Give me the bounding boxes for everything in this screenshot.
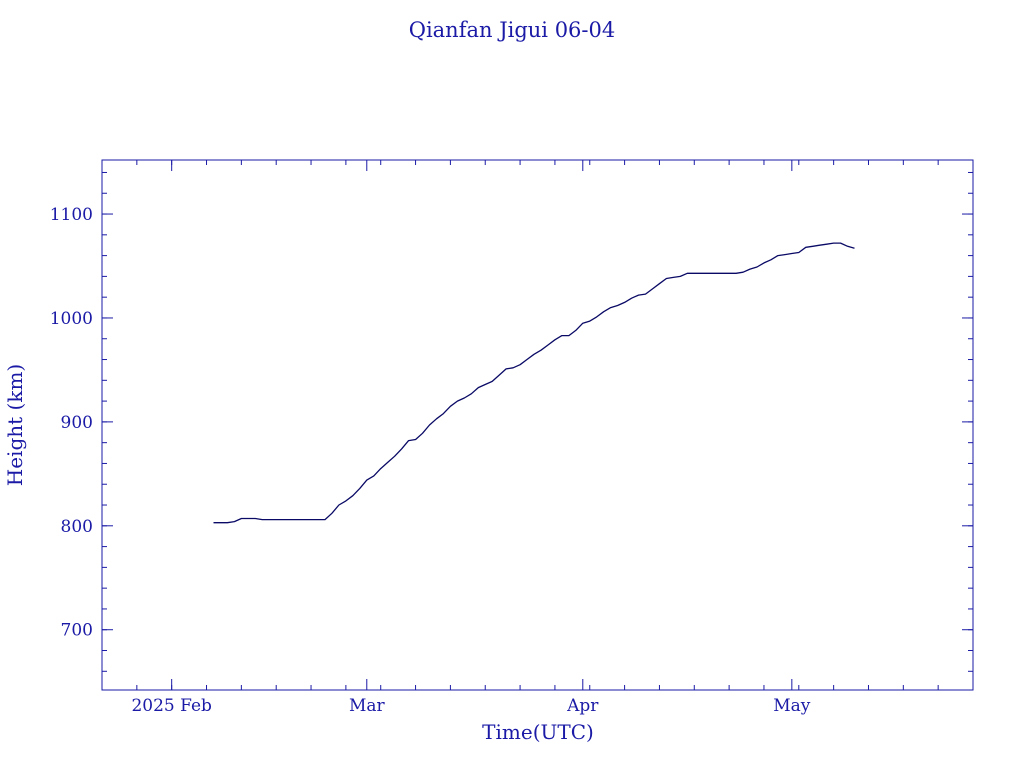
plot-area (213, 242, 855, 524)
axes: 2025 Feb Mar Apr May 700 800 900 1000 1100 (50, 159, 974, 716)
y-tick-label: 700 (61, 621, 93, 641)
chart-title: Qianfan Jigui 06-04 (409, 18, 616, 42)
x-tick-label: Mar (349, 696, 386, 716)
y-axis-label: Height (km) (3, 364, 27, 486)
y-tick-label: 1000 (50, 309, 93, 329)
x-tick-label: Apr (566, 696, 599, 716)
x-tick-label: May (773, 696, 811, 716)
y-tick-label: 800 (61, 517, 93, 537)
y-tick-label: 1100 (50, 205, 93, 225)
plot-frame (101, 159, 974, 691)
x-axis-label: Time(UTC) (482, 720, 594, 744)
y-tick-label: 900 (61, 413, 93, 433)
height-series-line (213, 242, 855, 524)
x-tick-label: 2025 Feb (131, 696, 212, 716)
